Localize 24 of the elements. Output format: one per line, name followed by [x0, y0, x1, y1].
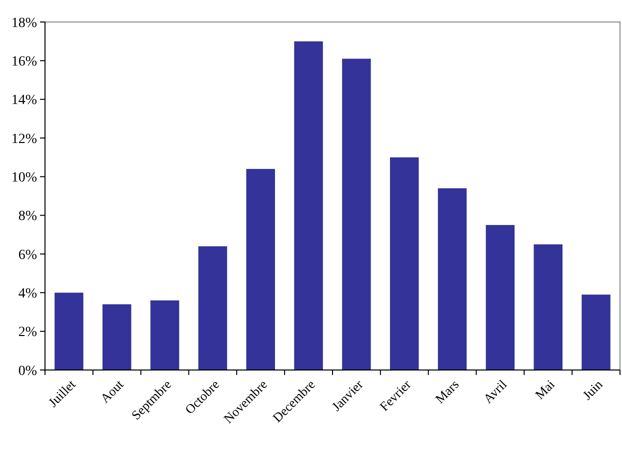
y-tick-label: 16%	[11, 54, 38, 70]
bar	[150, 300, 180, 370]
bar	[198, 246, 228, 370]
bar	[246, 168, 275, 370]
x-tick-label: Juin	[579, 376, 606, 403]
y-tick-label: 10%	[11, 170, 38, 186]
bar	[582, 294, 610, 370]
bar	[342, 58, 371, 370]
bar	[102, 304, 132, 370]
bar	[54, 292, 84, 370]
x-tick-label: Mai	[532, 376, 558, 402]
y-tick-label: 0%	[18, 364, 38, 379]
y-tick-label: 14%	[11, 93, 38, 108]
y-tick-label: 4%	[18, 286, 38, 302]
bar	[294, 41, 323, 370]
bar	[438, 188, 467, 370]
bar	[534, 244, 562, 370]
y-tick-label: 6%	[18, 248, 38, 263]
bar	[390, 157, 419, 370]
bar	[486, 225, 515, 370]
y-tick-label: 8%	[18, 209, 38, 224]
y-tick-label: 12%	[11, 132, 38, 147]
y-tick-label: 18%	[11, 16, 38, 31]
y-tick-label: 2%	[18, 325, 38, 340]
